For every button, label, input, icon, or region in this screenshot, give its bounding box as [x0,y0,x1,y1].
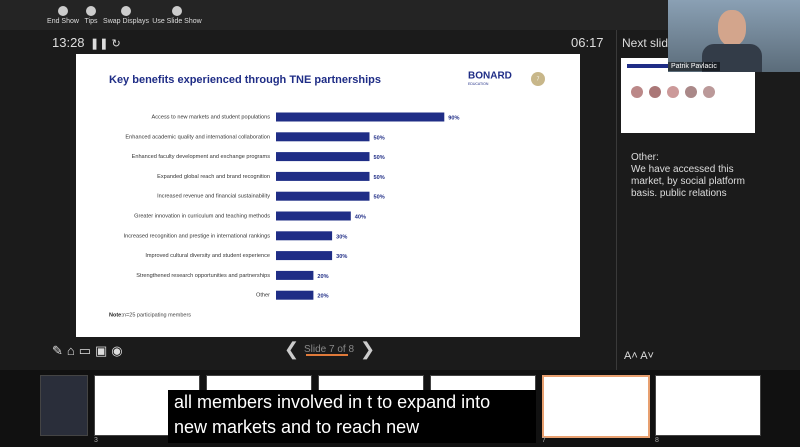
category-label: Other [256,293,270,299]
logo: BONARD [468,71,512,82]
category-label: Increased recognition and prestige in in… [124,233,271,239]
font-size-buttons[interactable]: A˄ A˅ [624,350,654,362]
thumb-number: 3 [94,437,98,444]
label: Use Slide Show [152,18,202,25]
pause-button[interactable]: ❚❚ ↻ [90,38,121,50]
bar [276,112,445,122]
slide-counter: Slide 7 of 8 [304,344,355,355]
category-label: Greater innovation in curriculum and tea… [134,213,270,219]
video-tile: Patrik Pavlacic [668,0,800,72]
bar [276,152,370,162]
thumbnail-selected[interactable] [542,375,650,438]
preview-title [627,64,687,68]
bar [276,171,370,181]
value-label: 20% [317,294,328,300]
swap-displays[interactable]: Swap Displays [102,6,150,25]
subtitle-line: all members involved in t to expand into [174,392,491,412]
label: Tips [84,18,98,25]
note-line: Other: [631,152,659,163]
person [718,10,746,46]
thumbnail[interactable] [40,375,88,436]
value-label: 40% [355,214,366,220]
note-label: Note: [109,312,123,318]
note: n=25 participating members [123,312,191,318]
end-show[interactable]: End Show [46,6,80,25]
badge-number: 7 [537,76,540,82]
category-label: Strengthened research opportunities and … [136,273,270,279]
value-label: 20% [317,274,328,280]
value-label: 30% [336,234,347,240]
annotation-tools[interactable]: ✎⌂▭▣◉ [52,343,127,358]
participant-name: Patrik Pavlacic [668,62,720,71]
current-slide: Key benefits experienced through TNE par… [76,54,580,337]
note-line: We have accessed this market, by social … [631,164,745,199]
next-slide[interactable]: ❯ [360,339,376,359]
bar [276,270,314,280]
value-label: 50% [374,175,385,181]
bar [276,231,333,241]
bar [276,191,370,201]
top-bar [0,0,800,30]
value-label: 30% [336,254,347,260]
prev-slide[interactable]: ❮ [284,339,300,359]
icon [58,6,68,16]
use-slide-show[interactable]: Use Slide Show [152,6,202,25]
thumbnail[interactable] [655,375,761,436]
icon [86,6,96,16]
speaker-notes: Other: We have accessed this market, by … [631,152,761,200]
thumb-number: 8 [655,437,659,444]
tips[interactable]: Tips [82,6,100,25]
bar [276,290,314,300]
value-label: 90% [448,115,459,121]
progress [306,354,348,356]
subtitle-line: new markets and to reach new [174,417,420,437]
bar [276,211,351,221]
logo-sub: EDUCATION [468,82,489,86]
chart-title: Key benefits experienced through TNE par… [109,74,381,86]
icon [121,6,131,16]
category-label: Access to new markets and student popula… [152,114,271,120]
category-label: Increased revenue and financial sustaina… [157,194,270,200]
category-label: Improved cultural diversity and student … [145,253,270,259]
value-label: 50% [374,155,385,161]
category-label: Enhanced faculty development and exchang… [132,154,271,160]
label: Swap Displays [103,18,149,25]
value-label: 50% [374,135,385,141]
label: End Show [47,18,79,25]
subtitles: all members involved in t to expand into… [168,390,536,443]
value-label: 50% [374,195,385,201]
preview-faces [631,86,741,100]
elapsed-timer: 13:28 [52,35,85,50]
bar [276,251,333,261]
bar [276,132,370,142]
thumb-number: 7 [542,437,546,444]
category-label: Expanded global reach and brand recognit… [157,174,270,180]
divider [616,30,617,370]
category-label: Enhanced academic quality and internatio… [125,134,270,140]
clock: 06:17 [571,35,604,50]
badge [531,72,545,86]
icon [172,6,182,16]
next-slide-label: Next slide [622,36,675,50]
